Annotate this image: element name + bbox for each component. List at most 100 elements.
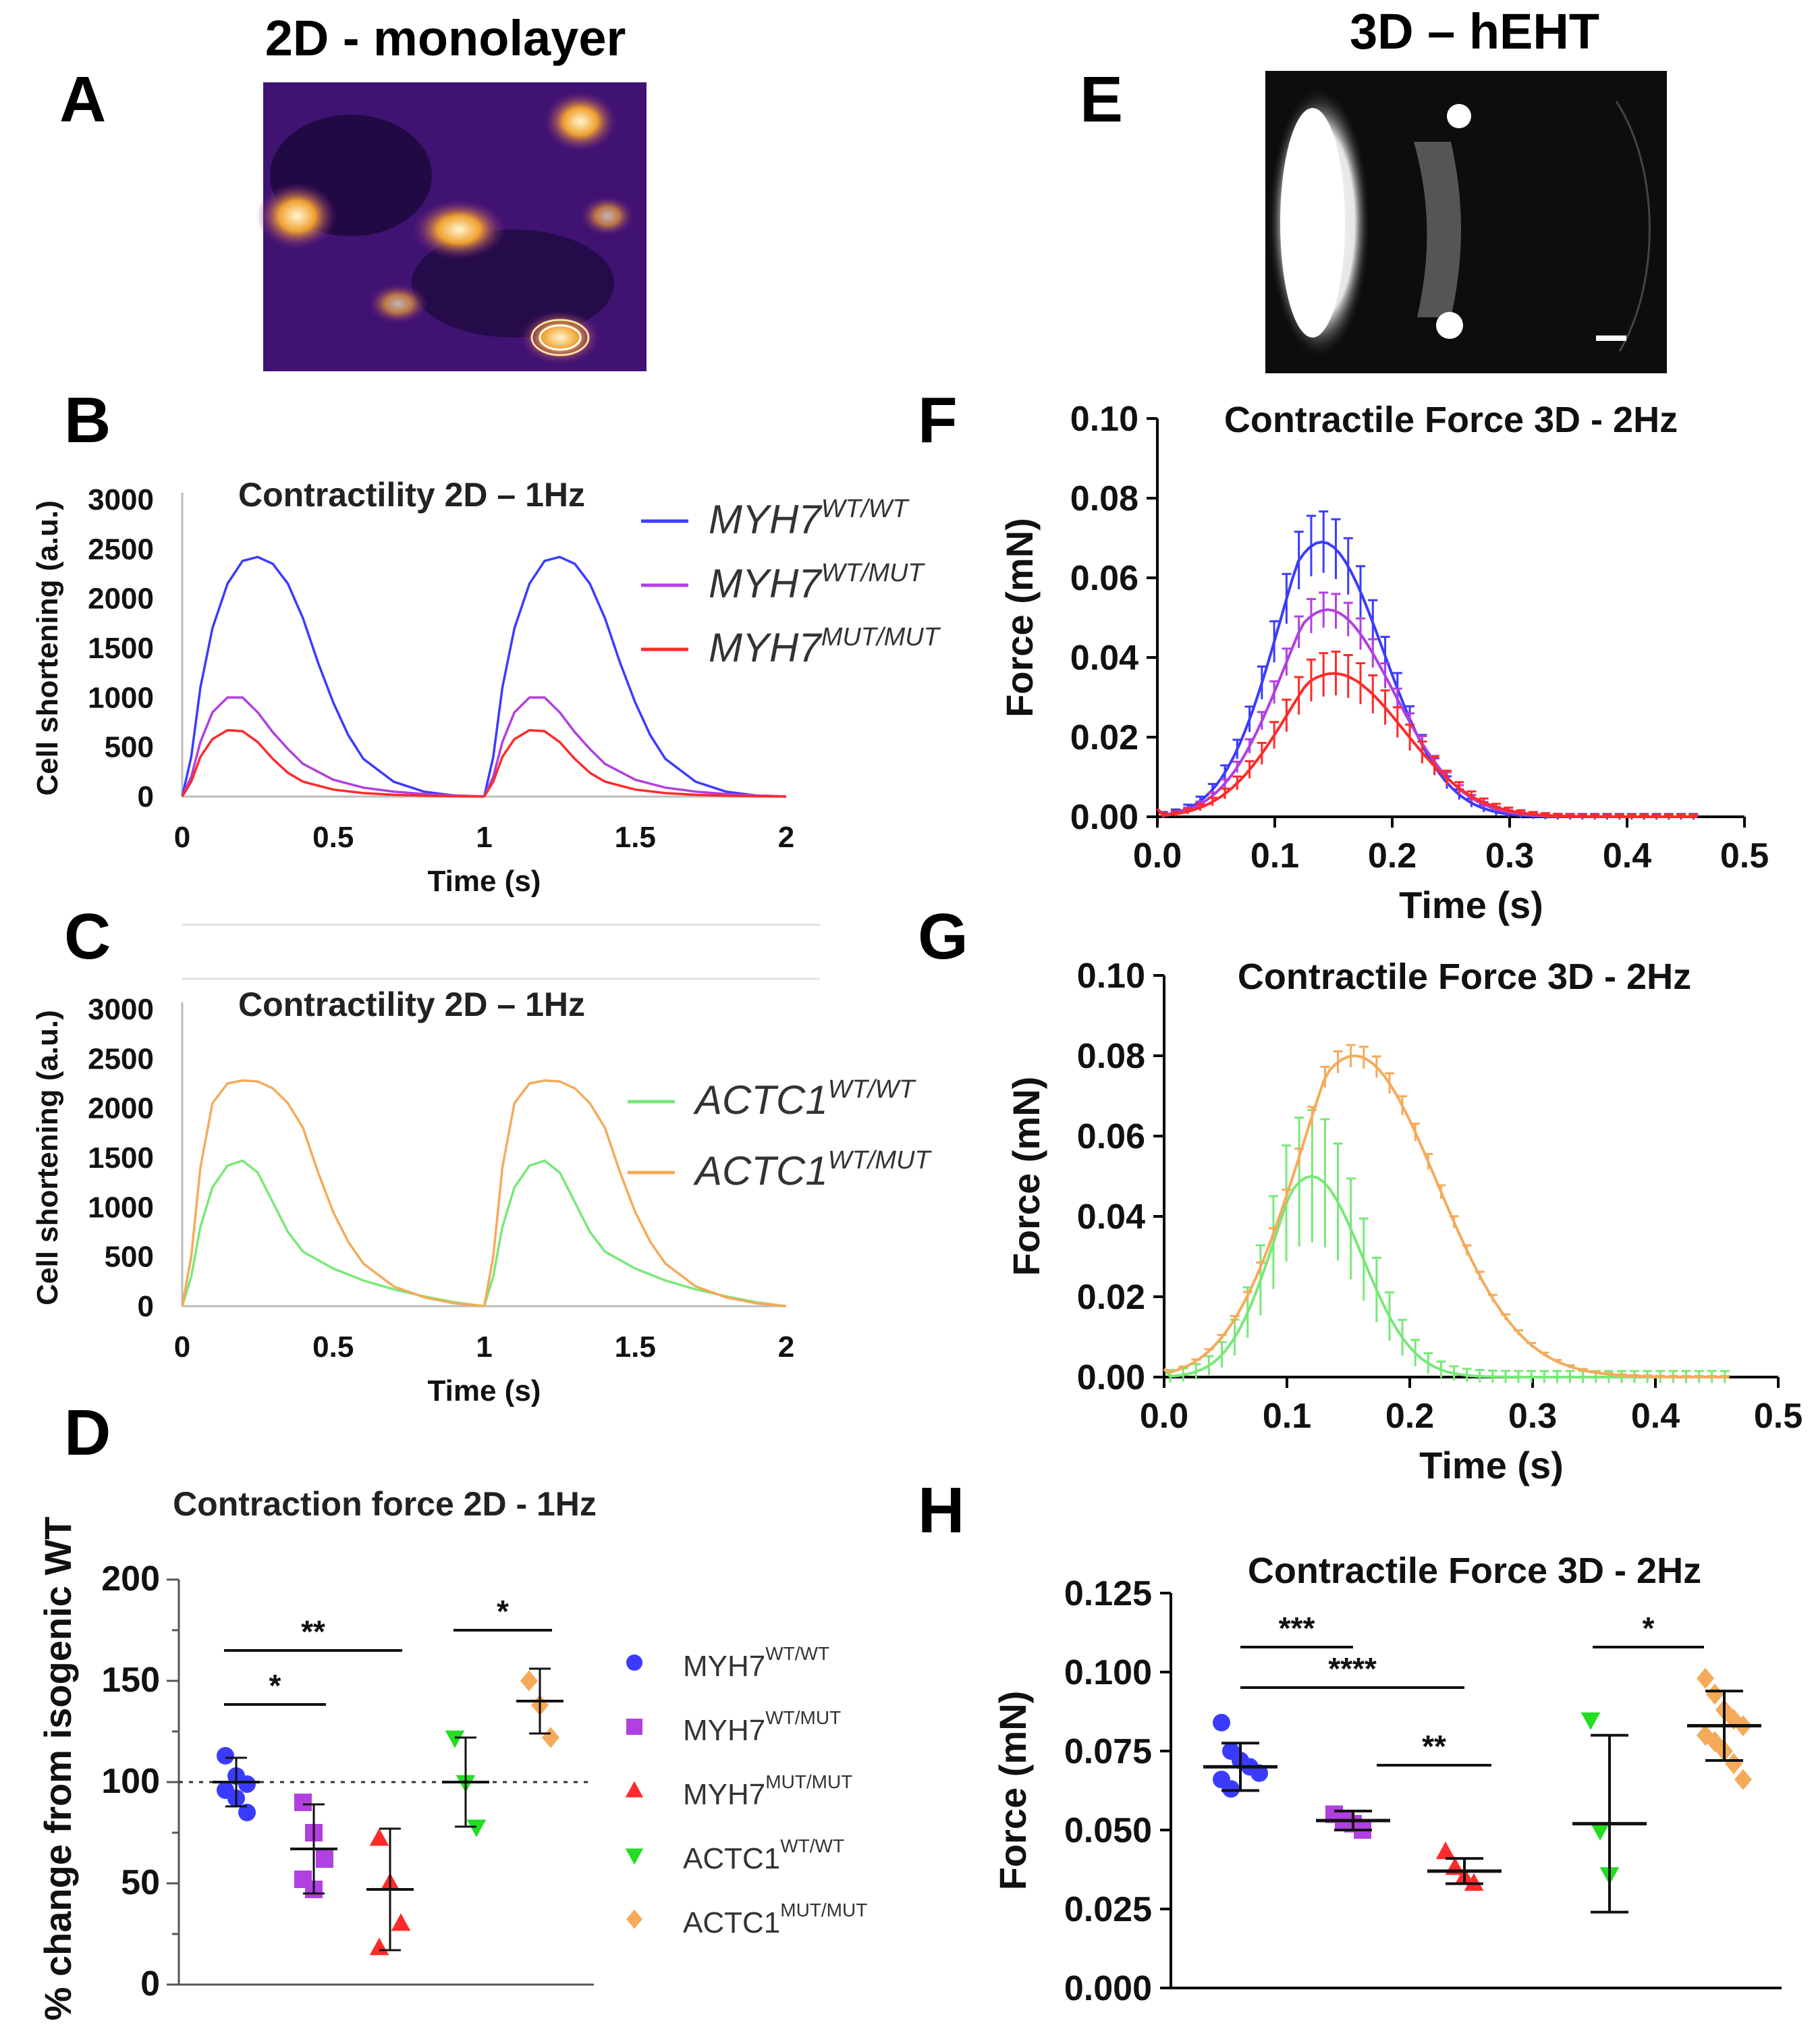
y-tick-label: 1000 [88,1191,154,1224]
y-tick-label: 0.04 [1070,639,1138,678]
y-tick-label: 2000 [88,1092,154,1125]
chart-f: 0.00 0.02 0.04 0.06 0.08 0.10 0.0 0.1 0.2 0.3 0.4 0… [998,400,1769,926]
y-tick-label: 0.10 [1070,400,1138,439]
y-tick-label: 0.100 [1064,1653,1152,1692]
y-tick-label: 0.125 [1064,1574,1152,1613]
series-line [181,556,787,798]
data-point [1581,1712,1601,1730]
y-tick-label: 1000 [88,681,154,714]
significance-label: * [1643,1611,1655,1646]
x-tick-label: 1.5 [615,1330,656,1364]
data-point [1706,1684,1724,1705]
y-tick-label: 0.08 [1077,1037,1145,1076]
header-right: 3D – hEHT [1350,3,1599,59]
x-tick-label: 0.5 [312,1330,354,1364]
data-point [542,1727,559,1748]
data-point [391,1913,411,1931]
x-tick-label: 0.2 [1385,1397,1434,1436]
x-tick-label: 0.4 [1631,1397,1680,1436]
x-tick-label: 1 [476,1330,492,1364]
data-point [1435,1841,1456,1860]
y-tick-label: 0.00 [1077,1358,1145,1397]
y-tick-label: 2500 [88,533,154,566]
y-tick-label: 150 [101,1661,160,1700]
x-tick-label: 0.0 [1140,1397,1188,1436]
y-tick-label: 200 [101,1559,160,1598]
x-axis-label: Time (s) [1399,884,1543,926]
y-tick-label: 0 [140,1964,160,2003]
panel-letter-d: D [64,1397,111,1469]
data-point [626,1655,642,1671]
y-tick-label: 2000 [88,583,154,616]
x-tick-label: 1.5 [615,821,656,854]
data-point [1697,1667,1714,1689]
legend-label: MYH7WT/MUT [709,559,925,606]
y-tick-label: 0.04 [1077,1198,1145,1237]
data-point [1213,1713,1230,1731]
legend-label: ACTC1WT/WT [693,1075,916,1123]
y-tick-label: 3000 [88,993,154,1026]
chart-c: 0 500 1000 1500 2000 2500 3000 0 0.5 1 1.5 2 Contrac… [31,986,932,1407]
chart-title: Contraction force 2D - 1Hz [173,1485,597,1523]
panel-a-micrograph [256,82,647,371]
x-tick-label: 1 [476,821,492,854]
chart-title: Contractility 2D – 1Hz [238,986,585,1023]
y-axis-label: % change from isogenic WT [36,1517,79,2021]
panel-letter-h: H [918,1474,964,1547]
data-point [294,1794,312,1811]
x-tick-label: 2 [778,1330,794,1364]
chart-title: Contractile Force 3D - 2Hz [1248,1551,1701,1591]
data-point [1590,1823,1610,1841]
chart-h: 0.000 0.025 0.050 0.075 0.100 0.125 Contractil… [991,1551,1782,2008]
legend-label: MYH7MUT/MUT [709,623,941,670]
data-point [369,1828,389,1846]
data-point [316,1850,333,1868]
y-tick-label: 0.075 [1064,1732,1152,1771]
x-axis-label: Time (s) [1419,1444,1564,1486]
data-point [1464,1873,1484,1891]
data-point [1250,1764,1268,1782]
significance-label: **** [1328,1651,1377,1686]
x-tick-label: 0.3 [1485,836,1534,876]
y-tick-label: 0.050 [1064,1811,1152,1850]
data-point [466,1819,487,1837]
y-axis-label: Force (mN) [991,1691,1034,1891]
y-axis-label: Cell shortening (a.u.) [31,1010,64,1306]
legend-label: MYH7WT/WT [683,1643,829,1683]
x-tick-label: 0.1 [1263,1397,1311,1436]
chart-b: 0 500 1000 1500 2000 2500 3000 0 0.5 1 1.5 2 Contrac… [31,476,941,898]
panel-letter-e: E [1080,63,1123,136]
y-tick-label: 500 [105,1241,154,1274]
y-tick-label: 0.06 [1070,559,1138,598]
series-line [181,696,787,798]
significance-label: ** [1422,1729,1446,1764]
y-tick-label: 50 [121,1863,160,1902]
x-tick-label: 0.3 [1508,1397,1557,1436]
x-tick-label: 0 [174,821,190,854]
x-tick-label: 0.5 [1720,836,1769,876]
y-tick-label: 0.02 [1077,1278,1145,1317]
data-point [369,1937,389,1956]
y-tick-label: 0.00 [1070,798,1138,837]
y-tick-label: 1500 [88,632,154,665]
data-point [217,1747,234,1765]
y-tick-label: 100 [101,1762,160,1801]
y-tick-label: 500 [105,731,154,764]
y-tick-label: 0.06 [1077,1117,1145,1156]
data-point [238,1804,256,1821]
panel-e-micrograph [1265,71,1667,373]
data-point [625,1781,644,1798]
header-left: 2D - monolayer [265,10,626,66]
significance-label: * [497,1594,509,1629]
panel-letter-c: C [64,900,111,973]
chart-title: Contractile Force 3D - 2Hz [1238,957,1691,997]
x-tick-label: 0.1 [1250,836,1299,876]
series-line [1163,1054,1730,1378]
x-tick-label: 0.5 [312,821,354,854]
chart-title: Contractility 2D – 1Hz [238,476,585,514]
data-point [1222,1780,1240,1798]
y-axis-label: Force (mN) [1005,1077,1047,1276]
y-axis-label: Force (mN) [998,518,1041,718]
y-tick-label: 0 [138,1290,154,1323]
